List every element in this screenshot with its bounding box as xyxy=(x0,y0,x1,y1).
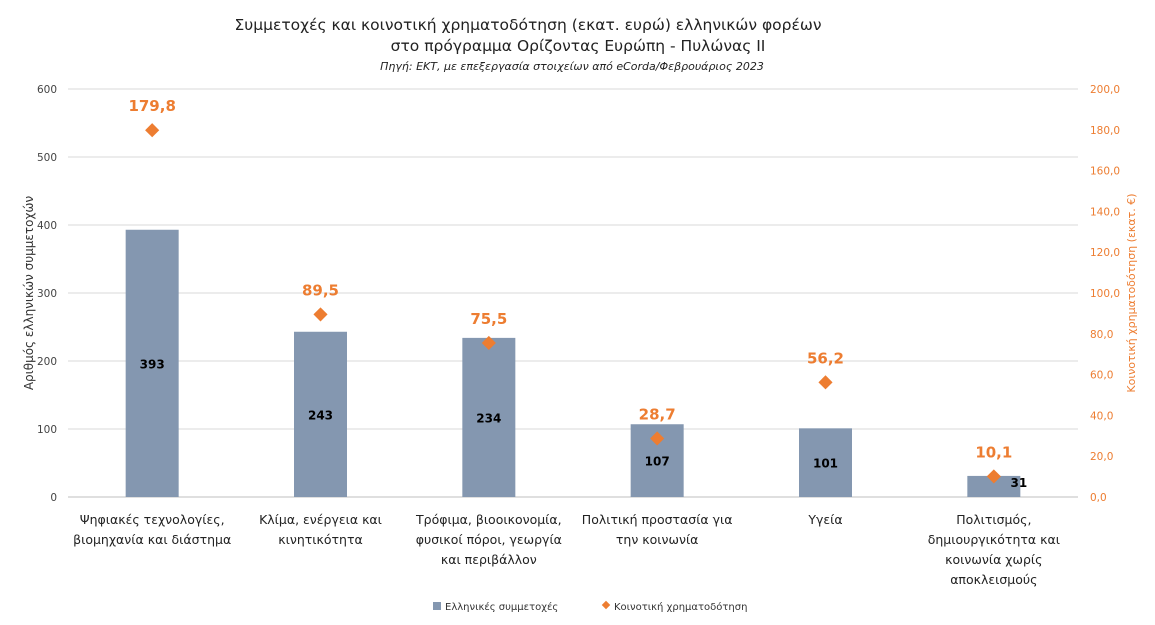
y-tick-label: 400 xyxy=(37,220,57,232)
y-tick-label: 200 xyxy=(37,356,57,368)
bar-data-label: 101 xyxy=(813,457,838,471)
legend-label-diamond: Κοινοτική χρηματοδότηση xyxy=(614,601,747,613)
y2-tick-label: 200,0 xyxy=(1090,84,1120,96)
legend-swatch-diamond xyxy=(601,600,611,610)
bar-data-label: 107 xyxy=(645,455,670,469)
bar xyxy=(125,229,179,497)
x-tick-label: την κοινωνία xyxy=(616,532,699,547)
x-tick-label: βιομηχανία και διάστημα xyxy=(73,532,231,547)
x-tick-label: Υγεία xyxy=(807,512,842,527)
diamond-point xyxy=(818,375,833,390)
y2-tick-label: 60,0 xyxy=(1090,370,1113,382)
y-tick-label: 600 xyxy=(37,84,57,96)
x-tick-label: Πολιτισμός, xyxy=(956,512,1031,527)
point-data-label: 89,5 xyxy=(302,281,339,299)
y2-tick-label: 160,0 xyxy=(1090,166,1120,178)
point-data-label: 28,7 xyxy=(639,405,676,423)
y2-tick-label: 140,0 xyxy=(1090,206,1120,218)
y2-tick-label: 120,0 xyxy=(1090,247,1120,259)
point-data-label: 10,1 xyxy=(975,443,1012,461)
x-tick-label: Ψηφιακές τεχνολογίες, xyxy=(80,512,225,527)
bar-data-label: 243 xyxy=(308,408,333,422)
y2-tick-label: 180,0 xyxy=(1090,125,1120,137)
diamond-point xyxy=(481,335,496,351)
point-data-label: 56,2 xyxy=(807,349,844,367)
bar xyxy=(294,331,347,497)
x-tick-label: και περιβάλλον xyxy=(441,552,537,567)
diamond-point xyxy=(145,123,160,138)
bar-data-label: 393 xyxy=(140,357,165,371)
x-tick-label: Πολιτική προστασία για xyxy=(582,512,733,527)
x-tick-label: φυσικοί πόροι, γεωργία xyxy=(416,532,562,547)
y-tick-label: 500 xyxy=(37,152,57,164)
x-tick-label: Τρόφιμα, βιοοικονομία, xyxy=(415,512,562,527)
y2-tick-label: 100,0 xyxy=(1090,288,1120,300)
legend: Ελληνικές συμμετοχές Κοινοτική χρηματοδό… xyxy=(433,600,747,613)
chart-title-line2: στο πρόγραμμα Ορίζοντας Ευρώπη - Πυλώνας… xyxy=(391,37,766,55)
chart-title: Συμμετοχές και κοινοτική χρηματοδότηση (… xyxy=(234,16,821,34)
y2-axis-label: Κοινοτική χρηματοδότηση (εκατ. €) xyxy=(1125,193,1138,392)
y-tick-label: 300 xyxy=(37,288,57,300)
x-tick-label: δημιουργικότητα και xyxy=(928,532,1060,547)
y2-tick-label: 20,0 xyxy=(1090,451,1113,463)
diamond-point xyxy=(986,469,1001,484)
bar xyxy=(967,475,1021,497)
bar-data-label: 31 xyxy=(1010,476,1027,490)
bar xyxy=(799,428,852,497)
y2-tick-label: 80,0 xyxy=(1090,329,1113,341)
bar-data-label: 234 xyxy=(476,411,501,425)
legend-label-bar: Ελληνικές συμμετοχές xyxy=(445,601,558,613)
x-tick-label: αποκλεισμούς xyxy=(950,572,1037,587)
y-tick-label: 0 xyxy=(50,492,57,504)
diamond-point xyxy=(650,431,665,446)
x-tick-label: κοινωνία χωρίς xyxy=(945,552,1042,567)
point-data-label: 179,8 xyxy=(128,97,175,115)
y2-tick-label: 0,0 xyxy=(1090,492,1107,504)
bar xyxy=(462,337,516,497)
y-tick-label: 100 xyxy=(37,424,57,436)
chart-subtitle: Πηγή: ΕΚΤ, με επεξεργασία στοιχείων από … xyxy=(380,60,764,73)
y2-tick-label: 40,0 xyxy=(1090,410,1113,422)
x-tick-label: κινητικότητα xyxy=(278,532,363,547)
x-tick-label: Κλίμα, ενέργεια και xyxy=(259,512,382,527)
y-axis-label: Αριθμός ελληνικών συμμετοχών xyxy=(22,196,36,391)
diamond-point xyxy=(313,307,328,322)
legend-swatch-bar xyxy=(433,602,441,610)
point-data-label: 75,5 xyxy=(470,310,507,328)
